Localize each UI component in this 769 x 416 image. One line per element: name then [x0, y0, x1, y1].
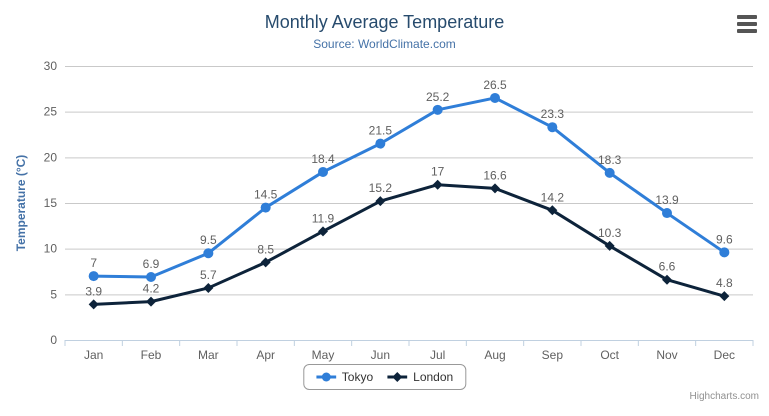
data-point-marker-tokyo[interactable]: [432, 104, 443, 115]
data-point-label: 9.5: [200, 233, 217, 247]
legend-label-tokyo: Tokyo: [341, 370, 374, 384]
data-point-marker-london[interactable]: [719, 291, 730, 302]
data-point-marker-london[interactable]: [547, 205, 558, 216]
data-point-marker-london[interactable]: [662, 274, 672, 285]
data-point-label: 26.5: [483, 78, 507, 92]
y-axis-tick-label: 30: [44, 59, 58, 73]
legend-label-london: London: [413, 370, 454, 384]
data-point-label: 18.4: [311, 152, 335, 166]
series-line-london[interactable]: [92, 183, 726, 306]
y-axis-tick-label: 10: [44, 242, 58, 256]
data-point-marker-london[interactable]: [432, 179, 443, 190]
data-point-label: 11.9: [312, 211, 335, 225]
data-point-marker-tokyo[interactable]: [260, 202, 271, 213]
data-point-marker-tokyo[interactable]: [719, 247, 730, 258]
data-point-label: 17: [431, 165, 445, 179]
x-axis-label: Aug: [484, 348, 505, 362]
data-point-marker-london[interactable]: [146, 296, 156, 307]
data-point-label: 4.2: [143, 282, 160, 296]
y-axis-tick-label: 5: [50, 287, 57, 301]
x-axis-label: Nov: [656, 348, 677, 362]
x-axis-label: Jul: [430, 348, 445, 362]
data-point-label: 23.3: [541, 107, 565, 121]
x-axis-label: Oct: [600, 348, 619, 362]
data-point-marker-tokyo[interactable]: [375, 138, 386, 149]
hamburger-menu-icon[interactable]: [737, 15, 757, 33]
data-point-marker-london[interactable]: [88, 299, 99, 310]
data-point-label: 14.2: [541, 190, 565, 204]
data-point-label: 10.3: [598, 226, 622, 240]
data-point-label: 9.6: [716, 232, 733, 246]
data-point-label: 6.9: [143, 257, 160, 271]
data-point-label: 15.2: [369, 181, 393, 195]
y-axis-tick-label: 25: [44, 105, 58, 119]
x-axis-label: Jan: [84, 348, 103, 362]
series-line-tokyo[interactable]: [92, 96, 726, 279]
data-point-label: 4.8: [716, 276, 733, 290]
data-point-label: 6.6: [659, 260, 676, 274]
legend-item-tokyo[interactable]: Tokyo: [315, 370, 374, 384]
legend-item-london[interactable]: London: [387, 370, 453, 384]
y-axis-title: Temperature (°C): [14, 154, 28, 252]
data-point-marker-london[interactable]: [203, 282, 214, 293]
data-point-marker-london[interactable]: [490, 183, 500, 194]
data-point-label: 5.7: [200, 268, 217, 282]
data-point-marker-tokyo[interactable]: [203, 248, 214, 259]
data-point-label: 25.2: [426, 90, 450, 104]
data-point-label: 3.9: [85, 284, 102, 298]
tokyo-legend-marker-icon: [315, 372, 336, 382]
data-point-marker-tokyo[interactable]: [662, 208, 672, 219]
data-point-label: 16.6: [483, 168, 507, 182]
y-axis-tick-label: 20: [44, 150, 58, 164]
highcharts-credits-link[interactable]: Highcharts.com: [689, 391, 759, 402]
data-point-marker-tokyo[interactable]: [604, 167, 615, 178]
data-point-label: 18.3: [598, 153, 622, 167]
data-point-label: 8.5: [257, 242, 274, 256]
hamburger-bar: [737, 15, 757, 19]
data-point-marker-london[interactable]: [375, 196, 386, 207]
data-point-marker-tokyo[interactable]: [490, 92, 500, 103]
x-axis-label: May: [312, 348, 335, 362]
y-axis-tick-label: 0: [50, 333, 57, 347]
data-point-marker-london[interactable]: [604, 240, 615, 251]
hamburger-bar: [737, 22, 757, 26]
data-point-label: 7: [90, 256, 97, 270]
x-axis-label: Jun: [371, 348, 390, 362]
chart-subtitle: Source: WorldClimate.com: [313, 37, 456, 51]
hamburger-bar: [737, 29, 757, 33]
data-point-marker-tokyo[interactable]: [146, 271, 156, 282]
x-axis-label: Apr: [256, 348, 275, 362]
x-axis-label: Sep: [542, 348, 564, 362]
y-axis-tick-label: 15: [44, 196, 58, 210]
chart-title: Monthly Average Temperature: [264, 12, 505, 32]
x-axis-label: Dec: [714, 348, 735, 362]
x-axis-label: Feb: [141, 348, 162, 362]
data-point-label: 14.5: [254, 188, 278, 202]
data-point-label: 13.9: [655, 193, 679, 207]
legend: Tokyo London: [302, 364, 467, 390]
data-point-marker-london[interactable]: [260, 257, 271, 268]
data-point-marker-tokyo[interactable]: [318, 166, 328, 177]
london-legend-marker-icon: [387, 372, 408, 382]
data-point-marker-london[interactable]: [318, 226, 328, 237]
data-point-label: 21.5: [369, 124, 393, 138]
data-point-marker-tokyo[interactable]: [88, 271, 99, 282]
data-point-marker-tokyo[interactable]: [547, 122, 558, 133]
x-axis-label: Mar: [198, 348, 219, 362]
